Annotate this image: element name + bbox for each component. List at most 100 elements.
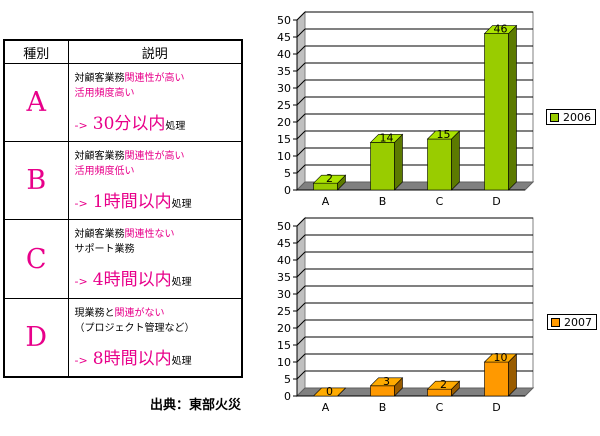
desc-line1-red: 関連性ない [124, 229, 175, 241]
bar-top [483, 25, 518, 34]
y-tick-label: 30 [277, 82, 291, 95]
x-tick-label: B [379, 401, 387, 414]
time-suffix: 処理 [171, 199, 192, 211]
bar-front [484, 361, 509, 397]
time-limit: 1時間以内 [92, 192, 172, 213]
gridline-side [296, 130, 306, 140]
y-tick-label: 30 [277, 288, 291, 301]
gridline-side [296, 79, 306, 89]
bar-top [312, 387, 347, 397]
x-tick-label: A [322, 195, 330, 208]
y-tick-label: 25 [277, 99, 291, 112]
category-letter: B [3, 141, 69, 221]
gridline-side [296, 164, 306, 174]
y-tick-label: 25 [277, 305, 291, 318]
source-caption: 出典：東部火災 [150, 398, 242, 413]
x-tick-label: C [436, 401, 444, 414]
data-label: 3 [383, 375, 390, 388]
x-tick-label: C [436, 195, 444, 208]
gridline-side [296, 336, 306, 346]
table-header-row: 種別 説明 [3, 39, 243, 64]
y-tick-label: 10 [277, 356, 291, 369]
y-tick-label: 50 [277, 14, 291, 27]
desc-line1-red: 関連性が高い [124, 151, 185, 163]
y-tick-label: 45 [277, 31, 291, 44]
y-tick-label: 15 [277, 133, 291, 146]
y-tick-label: 20 [277, 116, 291, 129]
data-label: 15 [437, 128, 451, 141]
y-tick-label: 50 [277, 220, 291, 233]
gridline-side [296, 302, 306, 312]
category-description: 対顧客業務関連性が高い 活用頻度高い -> 30分以内処理 [67, 62, 243, 143]
header-description: 説明 [67, 39, 243, 64]
legend-2006: 2006 [546, 109, 596, 125]
table-row: A 対顧客業務関連性が高い 活用頻度高い -> 30分以内処理 [3, 62, 243, 143]
table-row: B 対顧客業務関連性が高い 活用頻度低い -> 1時間以内処理 [3, 141, 243, 221]
desc-line2-black: （プロジェクト管理など） [74, 322, 195, 334]
desc-line1-black: 対顧客業務 [74, 73, 125, 84]
bar-chart-2006: 0 5 10 15 20 25 30 35 40 45 50 2 A 14 B 15 C 46 D [277, 10, 535, 208]
category-letter: A [3, 62, 69, 143]
bar-side [451, 130, 460, 191]
desc-line1-black: 対顧客業務 [74, 151, 125, 163]
y-tick-label: 5 [284, 373, 291, 386]
legend-label-2006: 2006 [563, 110, 591, 124]
legend-label-2007: 2007 [564, 315, 592, 329]
y-tick-label: 35 [277, 271, 291, 284]
time-suffix: 処理 [171, 277, 192, 289]
gridline-side [296, 62, 306, 72]
table-row: D 現業務と関連がない （プロジェクト管理など） -> 8時間以内処理 [3, 297, 243, 378]
desc-line1-black: 現業務と [74, 307, 115, 319]
gridline-side [296, 96, 306, 106]
y-tick-label: 35 [277, 65, 291, 78]
bar-front [427, 138, 452, 191]
y-tick-label: 0 [284, 390, 291, 403]
arrow-text: -> [74, 197, 88, 211]
gridline-side [296, 370, 306, 380]
gridline-side [296, 251, 306, 261]
gridline-side [296, 234, 306, 244]
category-description: 現業務と関連がない （プロジェクト管理など） -> 8時間以内処理 [67, 297, 243, 378]
time-suffix: 処理 [165, 121, 186, 132]
gridline-side [296, 11, 306, 21]
gridline-side [296, 353, 306, 363]
desc-line1-red: 関連がない [114, 307, 165, 319]
data-label: 2 [326, 172, 333, 185]
arrow-text: -> [74, 353, 88, 367]
bar-top [426, 130, 461, 140]
category-letter: C [3, 219, 69, 299]
legend-swatch-2006 [550, 112, 559, 122]
x-tick-label: A [322, 401, 330, 414]
gridline-side [296, 268, 306, 278]
data-label: 14 [380, 131, 394, 144]
y-tick-label: 5 [284, 167, 291, 180]
desc-line1-black: 対顧客業務 [74, 229, 125, 241]
y-tick-label: 40 [277, 254, 291, 267]
bar-top [483, 353, 518, 363]
gridline-side [296, 319, 306, 329]
x-tick-label: D [492, 401, 500, 414]
data-label: 10 [494, 351, 508, 364]
gridline-side [296, 147, 306, 157]
bar-side [508, 24, 517, 191]
y-tick-label: 45 [277, 237, 291, 250]
gridline-side [296, 217, 306, 227]
legend-swatch-2007 [551, 317, 560, 327]
time-limit: 4時間以内 [92, 270, 172, 291]
bar-chart-2007: 0 5 10 15 20 25 30 35 40 45 50 0 A 3 B 2 C 10 D [277, 216, 535, 414]
y-tick-label: 40 [277, 48, 291, 61]
desc-line2-red: 活用頻度高い [74, 88, 135, 99]
data-label: 0 [326, 385, 333, 398]
bar-front [484, 33, 509, 191]
gridline-side [296, 285, 306, 295]
data-label: 46 [494, 23, 508, 36]
header-category: 種別 [3, 39, 69, 64]
y-tick-label: 15 [277, 339, 291, 352]
time-limit: 8時間以内 [92, 348, 172, 369]
desc-line1-red: 関連性が高い [124, 73, 185, 84]
desc-line2-red: 活用頻度低い [74, 166, 135, 178]
time-limit: 30分以内 [92, 114, 166, 134]
legend-2007: 2007 [547, 314, 597, 330]
bar-front [370, 142, 395, 191]
arrow-text: -> [74, 119, 88, 132]
